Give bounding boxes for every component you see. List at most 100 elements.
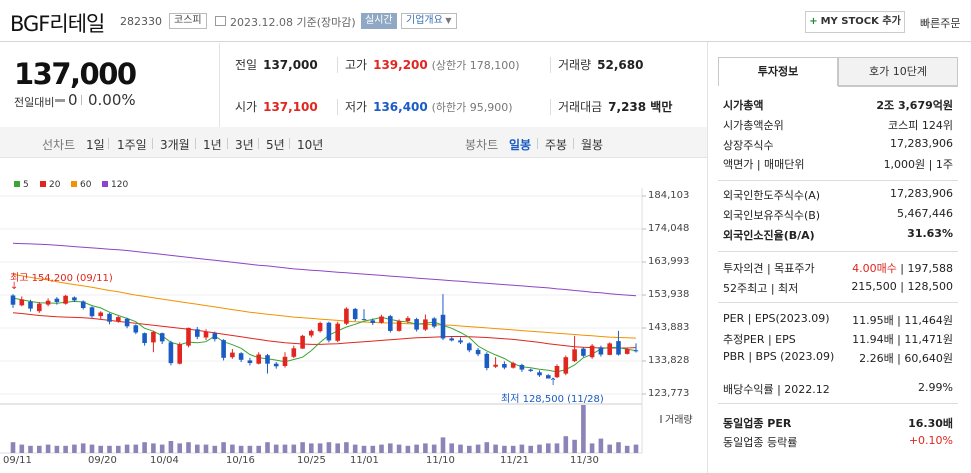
volume-bar <box>151 443 156 453</box>
amount-value: 7,238 백만 <box>608 100 673 114</box>
volume-bar <box>203 444 209 453</box>
volume-bar <box>265 442 270 453</box>
volume-bar <box>309 443 314 453</box>
line-chart-tab[interactable]: 선차트 <box>42 138 76 152</box>
divider <box>152 138 153 149</box>
flat-icon <box>55 99 65 102</box>
volume-bar <box>212 445 218 453</box>
tab-invest-info[interactable]: 투자정보 <box>718 57 838 86</box>
invest-row-label: 외국인소진율(B/A) <box>723 229 815 242</box>
period-1w[interactable]: 1주일 <box>117 138 147 152</box>
volume-bar <box>458 444 463 453</box>
candle-body <box>151 331 156 343</box>
invest-row-value: 11.95배 | 11,464원 <box>852 314 953 327</box>
period-10y[interactable]: 10년 <box>297 138 324 152</box>
period-3m[interactable]: 3개월 <box>160 138 190 152</box>
price-chart[interactable] <box>0 158 707 473</box>
candle-body <box>10 295 16 305</box>
candle-body <box>168 342 174 364</box>
divider <box>337 99 338 115</box>
volume-bar <box>431 444 437 453</box>
period-3y[interactable]: 3년 <box>235 138 254 152</box>
volume-bar <box>19 444 25 453</box>
chevron-down-icon: ▼ <box>442 16 452 25</box>
volume-bar <box>230 444 235 453</box>
volume-bar <box>519 444 525 453</box>
invest-row-label: 동일업종 등락률 <box>723 436 798 449</box>
company-overview-dropdown[interactable]: 기업개요 ▼ <box>401 13 457 29</box>
ma120-line <box>12 242 637 297</box>
volume-bar <box>54 445 60 453</box>
invest-row-value: 2조 3,679억원 <box>876 99 953 112</box>
realtime-button[interactable]: 실시간 <box>361 13 397 29</box>
candle-body <box>467 343 472 351</box>
volume-bar <box>142 442 147 453</box>
candle-body <box>616 341 621 355</box>
volume-bar <box>89 444 95 453</box>
x-tick: 10/16 <box>226 455 255 466</box>
volume-bar <box>396 444 402 453</box>
invest-row-value: 4.00매수 | 197,588 <box>852 262 953 275</box>
period-monthly[interactable]: 월봉 <box>581 138 604 152</box>
period-1y[interactable]: 1년 <box>203 138 222 152</box>
period-weekly[interactable]: 주봉 <box>545 138 568 152</box>
candle-body <box>142 333 147 343</box>
candle-body <box>124 318 130 327</box>
candle-body <box>247 360 253 363</box>
change-percent: 0.00% <box>88 91 136 109</box>
trade-amount: 거래대금 7,238 백만 <box>558 98 672 115</box>
volume-bar <box>256 445 261 453</box>
volume-bar <box>80 443 86 453</box>
volume-bar <box>370 445 376 453</box>
invest-row-label: 액면가 | 매매단위 <box>723 158 805 171</box>
x-tick: 11/30 <box>570 455 599 466</box>
invest-row-value: 1,000원 | 1주 <box>883 158 953 171</box>
volume-bar <box>282 444 288 453</box>
volume-bar <box>379 444 384 453</box>
candle-chart-tab[interactable]: 봉차트 <box>465 138 499 152</box>
volume-bar <box>616 442 621 453</box>
candle-body <box>80 301 86 308</box>
volume-bar <box>423 443 428 453</box>
candle-body <box>563 357 569 374</box>
quick-order-link[interactable]: 빠른주문 <box>920 17 961 30</box>
volume-bar <box>45 444 51 453</box>
market-badge: 코스피 <box>169 13 207 29</box>
volume-bar <box>554 443 560 453</box>
invest-row-value: 31.63% <box>907 227 953 240</box>
tab-underline <box>838 86 958 87</box>
invest-row-label: PER | EPS(2023.09) <box>723 312 830 325</box>
chart-toolbar: 선차트 1일 1주일 3개월 1년 3년 5년 10년 봉차트 일봉 주봉 월봉 <box>0 127 707 158</box>
period-1d[interactable]: 1일 <box>86 138 105 152</box>
volume-bar <box>186 442 191 453</box>
invest-row-label: 상장주식수 <box>723 139 774 152</box>
volume-bar <box>589 443 595 453</box>
candle-body <box>414 319 419 330</box>
volume-bar <box>352 444 358 453</box>
amount-label: 거래대금 <box>558 100 603 114</box>
legend-swatch <box>71 181 77 187</box>
volume-bar <box>493 444 498 453</box>
x-tick: 10/25 <box>297 455 326 466</box>
candle-body <box>238 353 244 360</box>
volume-bar <box>528 445 533 453</box>
legend-swatch <box>14 181 20 187</box>
candle-body <box>45 300 51 305</box>
x-tick: 09/11 <box>3 455 32 466</box>
volume-bar <box>291 444 297 453</box>
tab-order-book[interactable]: 호가 10단계 <box>838 57 958 86</box>
period-5y[interactable]: 5년 <box>266 138 285 152</box>
volume-bar <box>72 444 77 453</box>
period-daily[interactable]: 일봉 <box>509 138 532 152</box>
volume-bar <box>607 444 612 453</box>
volume-bar <box>502 445 507 453</box>
volume-bar <box>344 442 349 453</box>
volume-bar <box>195 444 200 453</box>
candle-body <box>423 319 428 330</box>
legend-swatch <box>102 181 108 187</box>
candle-body <box>493 364 498 367</box>
volume-bar <box>317 443 323 453</box>
add-mystock-button[interactable]: + MY STOCK 추가 <box>805 11 905 33</box>
volume-bar <box>37 445 42 453</box>
y-tick: 133,828 <box>648 355 690 366</box>
